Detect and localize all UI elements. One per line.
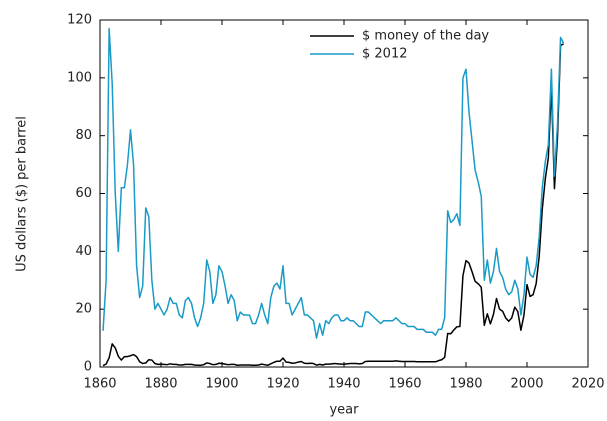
x-tick-label: 1960 [388, 377, 421, 392]
y-tick-label: 60 [75, 186, 92, 201]
y-axis-label: US dollars ($) per barrel [15, 116, 30, 272]
x-tick-label: 1860 [83, 377, 116, 392]
data-line [102, 27, 565, 339]
x-tick-label: 1940 [327, 377, 360, 392]
data-line [102, 43, 564, 367]
y-tick-label: 0 [84, 360, 92, 375]
x-tick-label: 1920 [266, 377, 299, 392]
x-tick-label: 1980 [449, 377, 482, 392]
y-tick-label: 80 [75, 128, 92, 143]
x-tick-label: 2020 [571, 377, 604, 392]
legend-label: $ 2012 [362, 47, 408, 62]
x-tick-label: 2000 [510, 377, 543, 392]
x-tick-label: 1880 [144, 377, 177, 392]
y-tick-label: 40 [75, 244, 92, 259]
y-tick-label: 120 [67, 13, 92, 28]
y-tick-label: 100 [67, 70, 92, 85]
y-tick-label: 20 [75, 302, 92, 317]
x-tick-label: 1900 [205, 377, 238, 392]
x-axis-label: year [329, 403, 359, 418]
legend-label: $ money of the day [362, 29, 489, 44]
plot-frame [99, 19, 589, 368]
